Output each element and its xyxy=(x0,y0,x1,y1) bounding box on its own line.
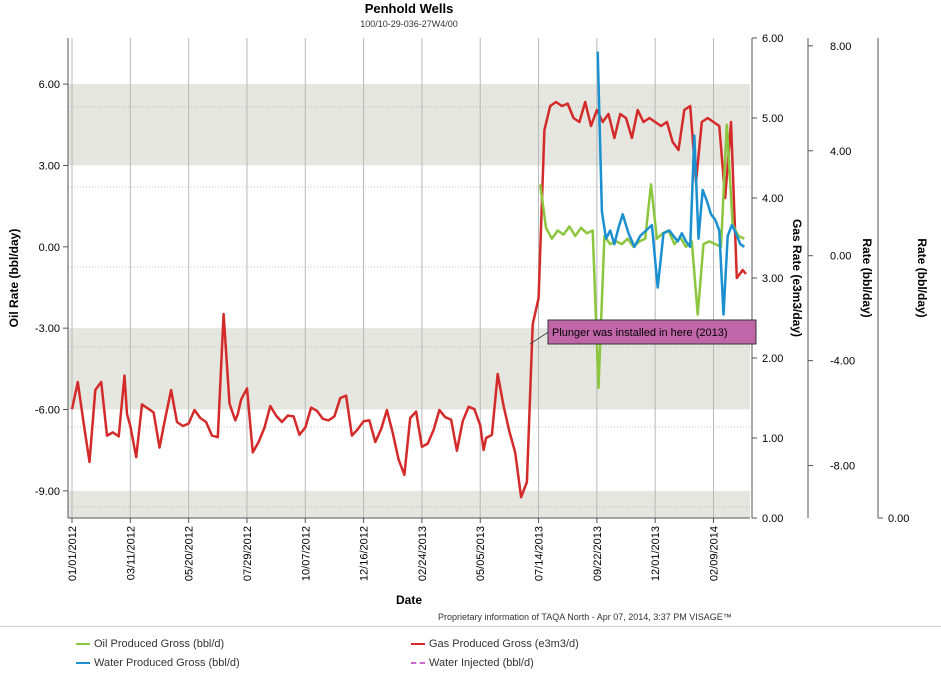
legend-label-gas: Gas Produced Gross (e3m3/d) xyxy=(429,638,579,650)
x-tick-label-3: 07/29/2012 xyxy=(242,526,254,581)
x-tick-label-8: 07/14/2013 xyxy=(534,526,546,581)
gas-tick-label-1: 1.00 xyxy=(762,433,783,445)
legend-label-oil: Oil Produced Gross (bbl/d) xyxy=(94,638,225,650)
gas-axis-title: Gas Rate (e3m3/day) xyxy=(790,219,804,337)
legend-item-gas[interactable]: Gas Produced Gross (e3m3/d) xyxy=(411,638,579,650)
chart-title: Penhold Wells xyxy=(365,1,454,16)
legend-item-oil[interactable]: Oil Produced Gross (bbl/d) xyxy=(76,638,224,650)
footnote: Proprietary information of TAQA North - … xyxy=(438,612,732,622)
chart-subtitle: 100/10-29-036-27W4/00 xyxy=(360,19,458,29)
legend-item-water-injected[interactable]: Water Injected (bbl/d) xyxy=(411,657,534,669)
series-line-oil-produced-gross-bbl-d xyxy=(538,123,745,390)
left-tick-label-3: 0.00 xyxy=(39,242,60,254)
left-axis-title: Oil Rate (bbl/day) xyxy=(7,229,21,328)
legend-swatch-water xyxy=(76,662,90,664)
legend-label-water-injected: Water Injected (bbl/d) xyxy=(429,657,534,669)
legend-label-water: Water Produced Gross (bbl/d) xyxy=(94,657,240,669)
legend-swatch-water-injected xyxy=(411,662,425,664)
grid-band-0 xyxy=(68,84,750,166)
legend: Oil Produced Gross (bbl/d) Water Produce… xyxy=(0,626,941,686)
series-line-water-produced-gross-bbl-d xyxy=(596,51,745,316)
rate1-tick-label-0: -8.00 xyxy=(830,461,855,473)
series-line-gas-produced-gross-e3m3-d xyxy=(70,100,747,499)
gas-tick-label-0: 0.00 xyxy=(762,513,783,525)
x-tick-label-6: 02/24/2013 xyxy=(417,526,429,581)
legend-swatch-gas xyxy=(411,643,425,645)
grid-band-2 xyxy=(68,490,750,518)
left-tick-label-2: -3.00 xyxy=(35,323,60,335)
gas-tick-label-3: 3.00 xyxy=(762,273,783,285)
x-tick-label-7: 05/05/2013 xyxy=(475,526,487,581)
x-axis-title: Date xyxy=(396,593,422,607)
annotation-pointer xyxy=(529,330,551,345)
x-tick-label-9: 09/22/2013 xyxy=(592,526,604,581)
rate1-tick-label-1: -4.00 xyxy=(830,356,855,368)
x-tick-label-4: 10/07/2012 xyxy=(300,526,312,581)
x-tick-label-0: 01/01/2012 xyxy=(67,526,79,581)
x-tick-label-2: 05/20/2012 xyxy=(184,526,196,581)
x-tick-label-11: 02/09/2014 xyxy=(709,526,721,581)
gas-tick-label-6: 6.00 xyxy=(762,33,783,45)
left-tick-label-1: -6.00 xyxy=(35,405,60,417)
annotation-text: Plunger was installed in here (2013) xyxy=(552,327,728,339)
rate-axis-2-title: Rate (bbl/day) xyxy=(915,238,929,317)
left-tick-label-5: 6.00 xyxy=(39,79,60,91)
rate1-tick-label-4: 8.00 xyxy=(830,41,851,53)
rate1-tick-label-2: 0.00 xyxy=(830,251,851,263)
rate2-tick-label-0: 0.00 xyxy=(888,513,909,525)
rate-axis-1-title: Rate (bbl/day) xyxy=(860,238,874,317)
x-tick-label-5: 12/16/2012 xyxy=(359,526,371,581)
x-tick-label-1: 03/11/2012 xyxy=(125,526,137,580)
left-tick-label-0: -9.00 xyxy=(35,486,60,498)
annotation-box xyxy=(547,319,757,345)
legend-item-water[interactable]: Water Produced Gross (bbl/d) xyxy=(76,657,240,669)
legend-swatch-oil xyxy=(76,643,90,645)
gas-tick-label-5: 5.00 xyxy=(762,113,783,125)
gas-tick-label-4: 4.00 xyxy=(762,193,783,205)
x-tick-label-10: 12/01/2013 xyxy=(650,526,662,581)
rate1-tick-label-3: 4.00 xyxy=(830,146,851,158)
production-chart: Penhold Wells 100/10-29-036-27W4/00 -9.00 -… xyxy=(7,1,929,607)
gas-tick-label-2: 2.00 xyxy=(762,353,783,365)
left-tick-label-4: 3.00 xyxy=(39,160,60,172)
